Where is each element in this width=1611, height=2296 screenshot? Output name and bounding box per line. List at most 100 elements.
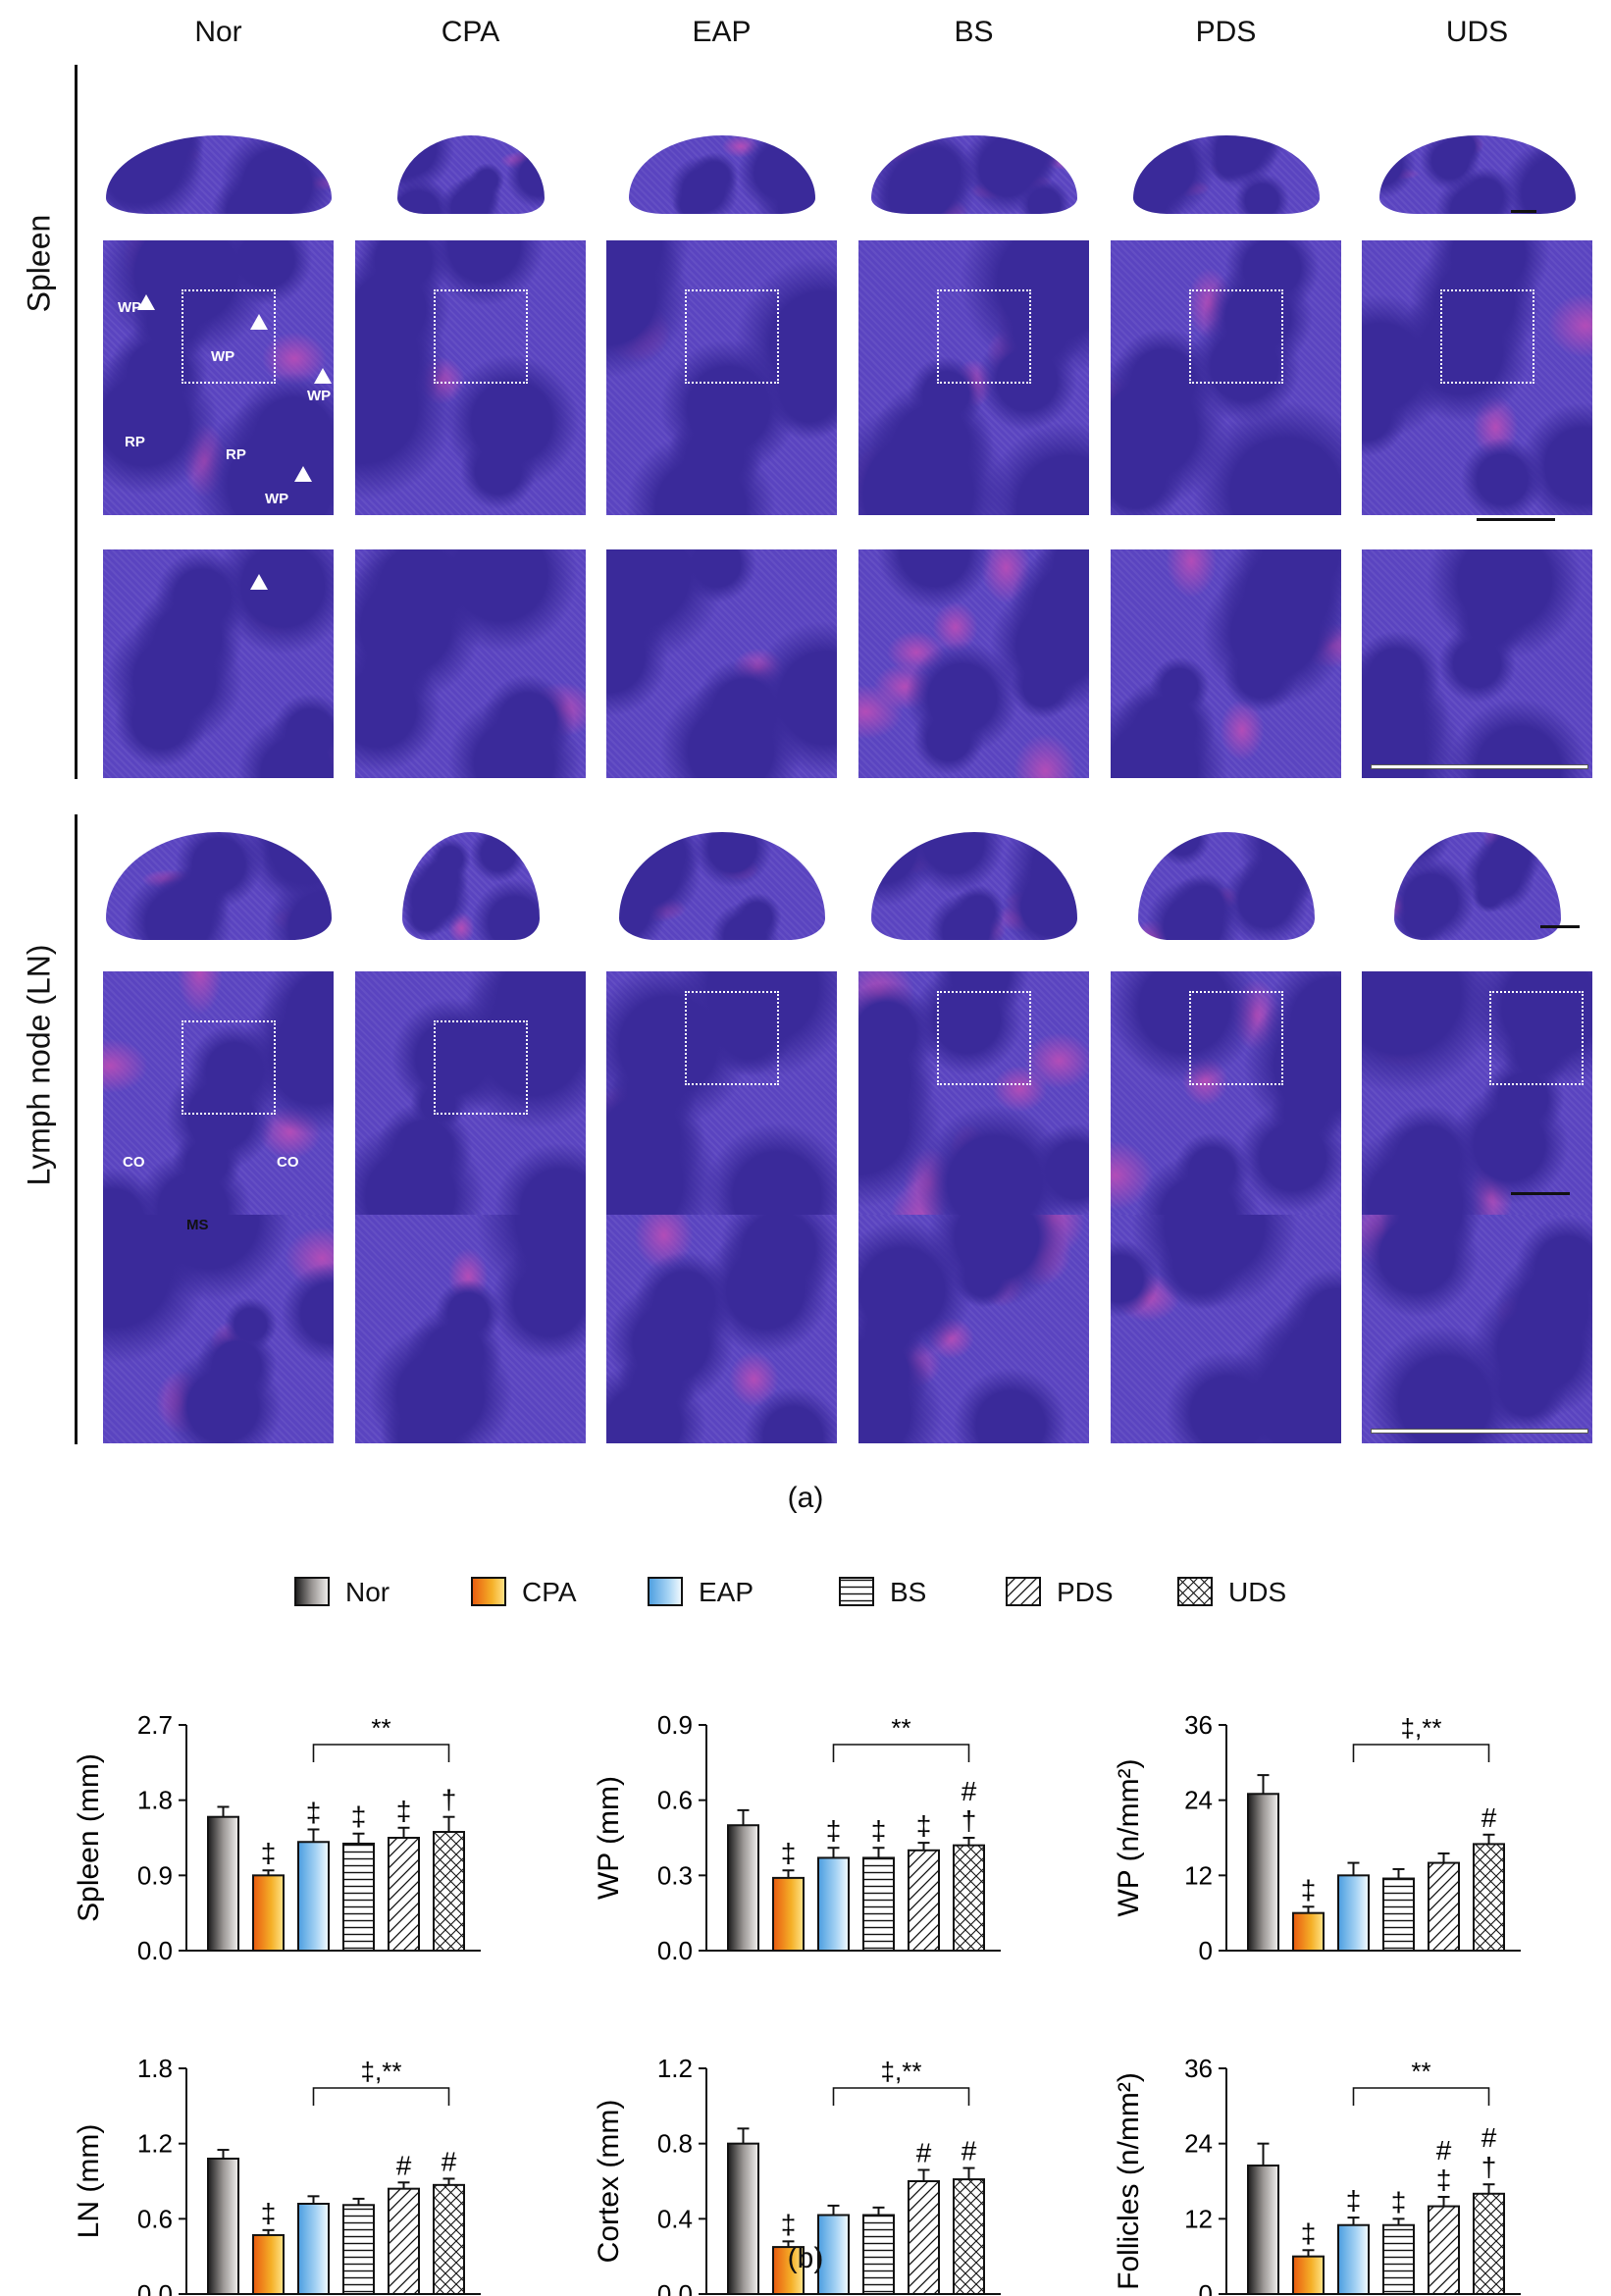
legend-swatch-eap bbox=[648, 1577, 683, 1606]
bar-chart-4: 0.0 0.6 1.2 1.8 LN (mm) ‡ # # ‡,** bbox=[73, 2054, 481, 2296]
significance-bracket bbox=[312, 2087, 450, 2106]
y-tick-label: 2.7 bbox=[137, 1710, 173, 1740]
y-axis-label: WP (n/mm²) bbox=[1113, 1758, 1145, 1916]
ln-zoom-cpa bbox=[355, 1215, 586, 1443]
bar-uds bbox=[953, 1844, 985, 1952]
bar-nor bbox=[1247, 2165, 1279, 2296]
y-tick-label: 1.8 bbox=[137, 2054, 173, 2083]
legend-label-nor: Nor bbox=[345, 1577, 390, 1607]
legend-label-cpa: CPA bbox=[522, 1577, 577, 1607]
bar-eap bbox=[1337, 1874, 1370, 1952]
significance-bracket bbox=[1352, 1744, 1490, 1762]
y-axis-label: Follicles (n/mm²) bbox=[1113, 2072, 1145, 2290]
bar-nor bbox=[727, 1824, 759, 1952]
legend-swatch-uds bbox=[1177, 1577, 1213, 1606]
bar-chart-2: 0.0 0.3 0.6 0.9 WP (mm) ‡ ‡ ‡ ‡ #† ** bbox=[593, 1710, 1001, 1965]
spleen-mid-bs bbox=[858, 240, 1089, 515]
ln-zoom-eap bbox=[606, 1215, 837, 1443]
spleen-overview-eap bbox=[628, 135, 815, 214]
annotation-rp-1: RP bbox=[125, 434, 145, 450]
ln-mid-cpa bbox=[355, 971, 586, 1226]
scale-bar-5 bbox=[1511, 1192, 1570, 1195]
significance-bracket bbox=[832, 2087, 970, 2106]
bar-nor bbox=[207, 2158, 239, 2295]
significance-mark: # bbox=[396, 2150, 412, 2180]
spleen-zoom-uds bbox=[1362, 549, 1592, 778]
bar-uds bbox=[1473, 2192, 1505, 2295]
spleen-mid-pds bbox=[1111, 240, 1341, 515]
bar-bs bbox=[1382, 2223, 1415, 2296]
spleen-overview-cpa bbox=[396, 135, 545, 214]
column-label-uds: UDS bbox=[1445, 16, 1509, 48]
column-label-cpa: CPA bbox=[441, 16, 500, 48]
legend-swatch-cpa bbox=[471, 1577, 506, 1606]
annotation-co-2: CO bbox=[277, 1154, 299, 1171]
row-label-lymph-node: Lymph node (LN) bbox=[21, 944, 57, 1186]
annotation-wp-1: WP bbox=[118, 299, 142, 316]
significance-mark: ‡ bbox=[306, 1797, 322, 1827]
bar-bs bbox=[342, 2204, 375, 2295]
ln-zoom-bs bbox=[858, 1215, 1089, 1443]
significance-mark: † bbox=[961, 1805, 977, 1836]
bar-uds bbox=[433, 2183, 465, 2295]
ln-mid-nor bbox=[103, 971, 334, 1226]
legend-item-pds: PDS bbox=[1006, 1573, 1114, 1612]
legend-item-nor: Nor bbox=[294, 1573, 390, 1612]
y-tick-label: 0.0 bbox=[137, 1936, 173, 1965]
spleen-bracket-line bbox=[75, 65, 78, 779]
legend-item-uds: UDS bbox=[1177, 1573, 1286, 1612]
significance-mark: ‡ bbox=[261, 2198, 277, 2228]
arrowhead-marker-2 bbox=[250, 314, 268, 330]
row-label-spleen: Spleen bbox=[21, 214, 57, 313]
significance-mark: ‡ bbox=[351, 1801, 367, 1832]
significance-mark: ‡ bbox=[826, 1815, 842, 1846]
spleen-overview-nor bbox=[105, 135, 332, 214]
y-tick-label: 36 bbox=[1184, 2054, 1213, 2083]
significance-mark: # bbox=[961, 1776, 977, 1806]
spleen-mid-cpa bbox=[355, 240, 586, 515]
spleen-overview-pds bbox=[1132, 135, 1320, 214]
y-tick-label: 0.3 bbox=[657, 1860, 693, 1890]
bar-pds bbox=[908, 1849, 940, 1952]
scale-bar-1 bbox=[1511, 210, 1536, 213]
ln-overview-uds bbox=[1393, 832, 1561, 940]
ln-mid-bs bbox=[858, 971, 1089, 1226]
significance-mark: # bbox=[961, 2136, 977, 2166]
y-tick-label: 12 bbox=[1184, 1860, 1213, 1890]
scale-bar-6 bbox=[1372, 1430, 1587, 1433]
y-tick-label: 0.4 bbox=[657, 2204, 693, 2233]
y-axis-label: Spleen (mm) bbox=[73, 1753, 105, 1922]
significance-mark: ‡ bbox=[1301, 1874, 1317, 1905]
bar-eap bbox=[297, 1841, 330, 1952]
ln-overview-pds bbox=[1137, 832, 1315, 940]
bar-bs bbox=[862, 1856, 895, 1952]
legend-label-eap: EAP bbox=[699, 1577, 754, 1607]
bar-cpa bbox=[1292, 1911, 1325, 1953]
column-label-pds: PDS bbox=[1195, 16, 1257, 48]
spleen-mid-roi-box-pds bbox=[1189, 289, 1283, 384]
y-tick-label: 0.0 bbox=[657, 2279, 693, 2296]
significance-mark: ‡ bbox=[1301, 2218, 1317, 2248]
y-tick-label: 1.2 bbox=[137, 2129, 173, 2159]
arrowhead-marker-4 bbox=[294, 466, 312, 482]
significance-mark: ‡ bbox=[916, 1810, 932, 1841]
legend-item-bs: BS bbox=[839, 1573, 926, 1612]
bar-chart-1: 0.0 0.9 1.8 2.7 Spleen (mm) ‡ ‡ ‡ ‡ † ** bbox=[73, 1710, 481, 1965]
spleen-mid-roi-box-cpa bbox=[434, 289, 528, 384]
bar-cpa bbox=[252, 2233, 285, 2295]
panel-label-a: (a) bbox=[787, 1482, 824, 1514]
significance-bracket bbox=[832, 1744, 970, 1762]
significance-mark: ‡ bbox=[1346, 2185, 1362, 2216]
ln-mid-roi-box-bs bbox=[937, 991, 1031, 1085]
bar-chart-5: 0.0 0.4 0.8 1.2 Cortex (mm) ‡ # # ‡,** bbox=[593, 2054, 1001, 2296]
bar-bs bbox=[862, 2214, 895, 2295]
y-tick-label: 24 bbox=[1184, 2129, 1213, 2159]
scale-bar-4 bbox=[1540, 925, 1580, 928]
y-axis-label: LN (mm) bbox=[73, 2124, 105, 2239]
ln-mid-eap bbox=[606, 971, 837, 1226]
bar-eap bbox=[1337, 2223, 1370, 2296]
bracket-label: ‡,** bbox=[881, 2057, 922, 2086]
bracket-label: ** bbox=[891, 1713, 910, 1743]
bracket-label: ‡,** bbox=[361, 2057, 402, 2086]
